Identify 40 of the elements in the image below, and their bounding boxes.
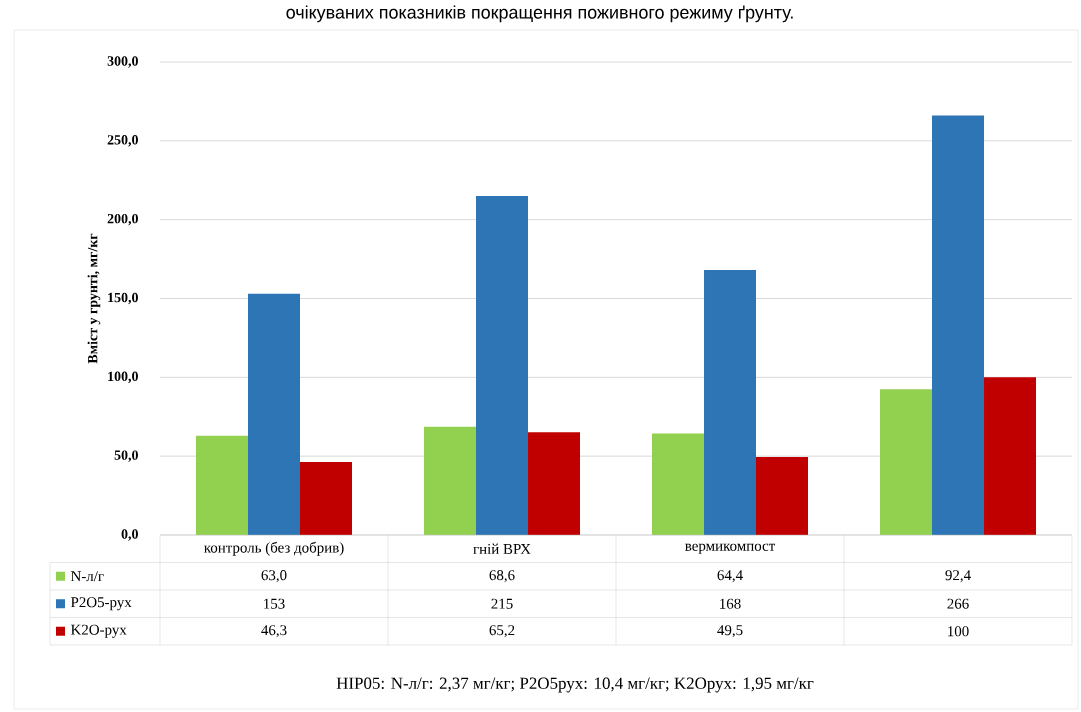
data-label: 65,2 (489, 625, 515, 638)
bar (424, 426, 477, 535)
bar (652, 433, 705, 535)
bar (704, 270, 757, 535)
y-tick-label: 300,0 (107, 56, 138, 68)
legend-label: K2O-рух (70, 624, 127, 638)
y-tick-label: 200,0 (107, 213, 138, 226)
data-label: 92,4 (945, 570, 971, 583)
bar (300, 461, 353, 535)
data-label: 64,4 (717, 570, 743, 583)
x-tick-label: гній ВРХ (473, 543, 531, 554)
text: НІР05: N-л/г: 2,37 мг/кг; P2O5рух: 10,4 мг/кг; K2Oрух: 1,95 мг/кг (336, 677, 814, 693)
data-label: 168 (720, 598, 741, 609)
legend-label: N-л/г (70, 571, 104, 582)
y-tick-label: 250,0 (107, 135, 138, 147)
data-label: 49,5 (717, 625, 743, 638)
data-label: 153 (264, 598, 285, 609)
y-tick-label: 150,0 (108, 292, 138, 305)
bar (932, 115, 985, 535)
bar (880, 389, 933, 535)
data-label: 266 (947, 598, 969, 609)
data-label: 63,0 (261, 570, 287, 583)
x-tick-label: контроль (без добрив) (204, 541, 344, 556)
y-tick-label: 0,0 (121, 529, 138, 541)
bar (196, 435, 249, 535)
x-tick-label: вермикомпост (685, 543, 776, 554)
y-tick-label: 100,0 (108, 371, 138, 384)
chart-title: очікуваних показників покращення поживного режиму ґрунту. (286, 5, 793, 23)
y-tick-label: 50,0 (114, 450, 138, 462)
data-label: 46,3 (261, 625, 287, 638)
bar (476, 196, 529, 535)
data-label: 215 (491, 598, 513, 609)
data-label: 100 (948, 626, 969, 637)
legend-label: P2O5-рух (70, 597, 132, 611)
bar (528, 432, 581, 535)
bar (984, 377, 1037, 535)
bar (756, 456, 809, 535)
bar (248, 293, 301, 535)
data-label: 68,6 (489, 570, 515, 583)
y-axis-title: Вміст у грунті, мг/кг (87, 233, 101, 364)
